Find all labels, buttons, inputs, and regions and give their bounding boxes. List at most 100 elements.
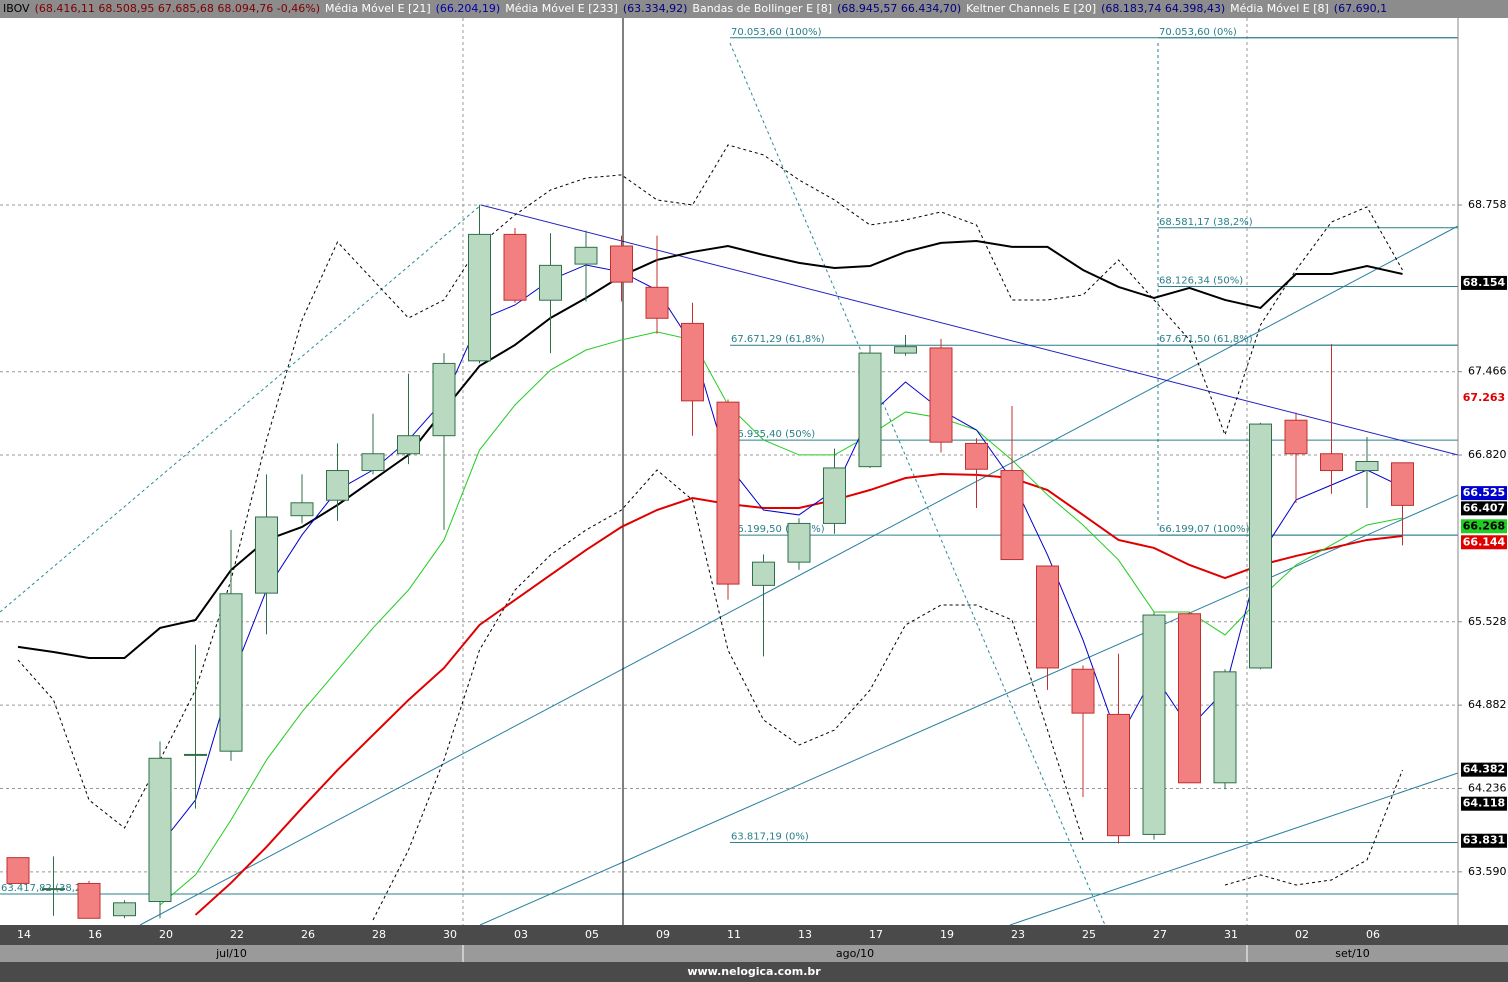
trend-line: [479, 494, 1459, 926]
candle-body: [1320, 453, 1343, 472]
value-badge-label: 66.144: [1463, 535, 1506, 548]
candle-body: [645, 286, 669, 319]
indicator-line: [1224, 769, 1403, 886]
candle-body: [1213, 671, 1237, 784]
fib-label: 67.671,29 (61,8%): [731, 334, 825, 345]
candle-body: [326, 470, 349, 501]
x-tick-label: 28: [372, 928, 386, 941]
month-bar: [0, 945, 1508, 962]
candle-body: [752, 561, 775, 586]
candle-body: [574, 246, 598, 265]
indicator-line: [17, 144, 1403, 829]
x-tick-label: 26: [301, 928, 315, 941]
month-label: jul/10: [215, 947, 247, 960]
header-item: (67.690,1: [1334, 2, 1387, 15]
trend-line: [480, 204, 1459, 456]
candle-body: [1391, 462, 1414, 506]
value-badge: [1461, 535, 1507, 550]
candle-body: [6, 857, 30, 884]
candle-body: [716, 401, 740, 585]
y-tick-label: 64.236: [1468, 781, 1507, 794]
candle-body: [361, 453, 385, 472]
candle-body: [77, 882, 101, 919]
y-axis-labels: 68.758 67.466 66.820 65.528 64.882 64.236 63.5…: [1458, 198, 1508, 878]
x-tick-label: 11: [727, 928, 741, 941]
header-item: (66.204,19): [436, 2, 501, 15]
header-item: (63.334,92): [623, 2, 688, 15]
candle-body: [823, 467, 846, 524]
candle-body: [681, 322, 704, 402]
candle-body: [1036, 565, 1059, 669]
fib-label: 66.199,07 (100%): [1159, 524, 1250, 535]
header-item: IBOV: [3, 2, 30, 15]
candle-body: [787, 522, 811, 563]
value-badge: [1461, 501, 1507, 516]
value-badge-label: 66.525: [1463, 486, 1505, 499]
value-badge-label: 64.118: [1463, 797, 1505, 810]
value-badge-label: 67.263: [1463, 391, 1505, 404]
x-tick-label: 19: [940, 928, 954, 941]
candle-body: [468, 233, 491, 362]
x-tick-label: 25: [1082, 928, 1096, 941]
header-item: Keltner Channels E [20]: [966, 2, 1096, 15]
header-item: Média Móvel E [21]: [325, 2, 431, 15]
value-badge: [1461, 762, 1507, 777]
candle-body: [1355, 460, 1379, 472]
candles: [6, 204, 1414, 919]
candle-body: [503, 233, 527, 301]
value-badge-label: 66.407: [1463, 501, 1505, 514]
fib-label: 67.671,50 (61,8%): [1159, 334, 1253, 345]
candle-body: [113, 902, 136, 917]
x-tick-label: 02: [1295, 928, 1309, 941]
fib-label: 68.126,34 (50%): [1159, 275, 1243, 286]
x-axis: 14 16 20 22 26 28 30 03 05 09 11 13 17 19 23 25 27 31 02 06…: [17, 928, 1380, 962]
x-tick-label: 03: [514, 928, 528, 941]
x-tick-label: 16: [88, 928, 102, 941]
x-tick-label: 09: [656, 928, 670, 941]
x-tick-label: 31: [1224, 928, 1238, 941]
fib-label: 66.935,40 (50%): [731, 429, 815, 440]
candle-body: [1071, 668, 1095, 714]
candle-body: [290, 502, 314, 517]
fib-trend: [729, 42, 1106, 926]
header-item: Média Móvel E [233]: [505, 2, 618, 15]
fib-label: 70.053,60 (0%): [1159, 27, 1237, 38]
value-badge-label: 63.831: [1463, 834, 1505, 847]
value-badge: [1461, 275, 1507, 290]
value-badge-label: 64.382: [1463, 763, 1505, 776]
value-badge: [1460, 390, 1508, 406]
candle-body: [894, 346, 917, 354]
candle-body: [148, 757, 172, 903]
drawings: [0, 18, 1459, 926]
fib-label: 68.581,17 (38,2%): [1159, 217, 1253, 228]
footer: www.nelogica.com.br: [687, 965, 821, 978]
candle-body: [610, 245, 633, 283]
candle-body: [1284, 419, 1308, 455]
x-tick-label: 06: [1366, 928, 1380, 941]
x-tick-label: 22: [230, 928, 244, 941]
candle-body: [432, 362, 456, 437]
candle-body: [397, 435, 420, 455]
header-item: (68.945,57 66.434,70): [837, 2, 961, 15]
x-tick-label: 30: [443, 928, 457, 941]
candle-body: [965, 442, 988, 470]
candle-body: [255, 516, 278, 594]
x-tick-label: 14: [17, 928, 31, 941]
indicator-line: [194, 473, 1403, 916]
fib-label: 66.199,50 (38,2%): [731, 524, 825, 535]
footer-bar: [0, 962, 1508, 982]
y-tick-label: 67.466: [1468, 365, 1507, 378]
fib-label: 70.053,60 (100%): [731, 27, 822, 38]
y-tick-label: 63.590: [1468, 865, 1507, 878]
value-badge-label: 68.154: [1463, 276, 1506, 289]
candle-body: [1000, 470, 1024, 561]
y-tick-label: 64.882: [1468, 698, 1507, 711]
header-item: Bandas de Bollinger E [8]: [692, 2, 832, 15]
trend-line: [139, 225, 1459, 926]
candle-body: [42, 888, 65, 891]
fibonacci: 70.053,60 (100%) 67.671,29 (61,8%) 66.935,…: [0, 27, 1458, 895]
month-label: ago/10: [836, 947, 874, 960]
header-item: (68.416,11 68.508,95 67.685,68 68.094,76…: [35, 2, 320, 15]
y-tick-label: 66.820: [1468, 448, 1507, 461]
